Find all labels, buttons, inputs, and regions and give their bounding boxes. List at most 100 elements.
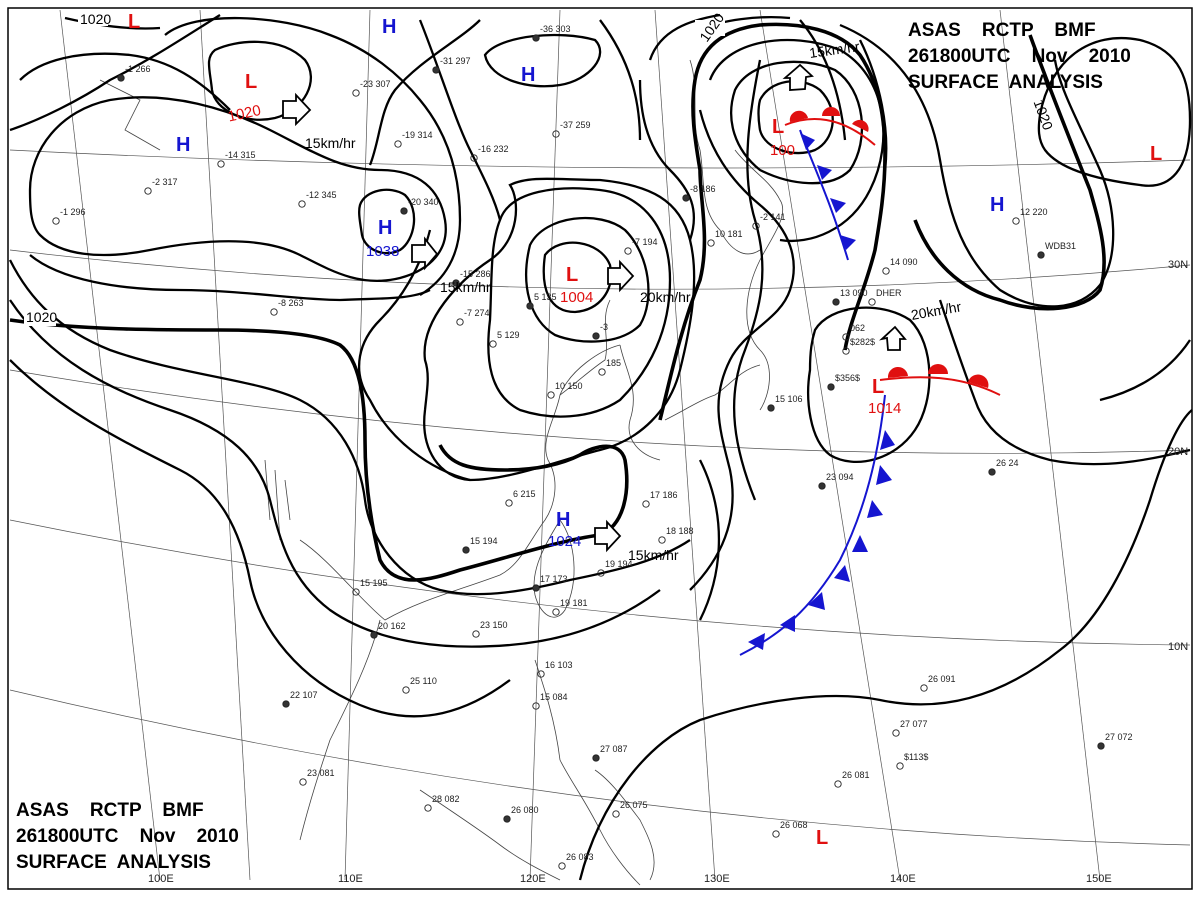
station-observation: -20 340 <box>408 197 439 207</box>
low-center-marker: L <box>128 11 140 33</box>
lon-label-130e: 130E <box>704 873 730 885</box>
latitude-lines <box>9 149 1191 846</box>
station-circle <box>818 482 826 490</box>
station-observation: 15 084 <box>540 692 568 702</box>
lon-label-110e: 110E <box>338 873 363 885</box>
station-observation: 26 080 <box>511 805 539 815</box>
station-observation: -7 194 <box>632 237 658 247</box>
motion-labels: 15km/hr 15km/hr 20km/hr 15km/hr 20km/hr … <box>305 38 963 563</box>
pressure-centers: L L 1020 H H H H 1038 L 1004 L 100 H L L… <box>128 11 1162 849</box>
station-observation: 27 077 <box>900 719 928 729</box>
station-observation: 17 186 <box>650 490 678 500</box>
arrow-ne <box>782 63 814 91</box>
high-center-value: 1038 <box>366 243 399 260</box>
station-circle <box>892 729 900 737</box>
station-observation: 5 129 <box>497 330 520 340</box>
station-circle <box>642 500 650 508</box>
station-circle <box>988 468 996 476</box>
station-observation: -8 263 <box>278 298 304 308</box>
arrow-east-1 <box>282 92 312 127</box>
station-circle <box>558 862 566 870</box>
lat-label-30n: 30N <box>1168 259 1188 271</box>
station-circle <box>532 34 540 42</box>
station-circle <box>597 569 605 577</box>
low-center-marker: L <box>816 827 828 849</box>
motion-speed-label: 20km/hr <box>640 289 691 305</box>
station-observation: 17 173 <box>540 574 568 584</box>
station-observation: -31 297 <box>440 56 471 66</box>
station-observation: 26 068 <box>780 820 808 830</box>
station-observation: 23 081 <box>307 768 335 778</box>
station-observation: 12 220 <box>1020 207 1048 217</box>
station-observation: 15 195 <box>360 578 388 588</box>
lat-20 <box>9 369 1191 454</box>
station-observation: 28 082 <box>432 794 460 804</box>
header-title: SURFACE ANALYSIS <box>908 72 1103 93</box>
header-product: ASAS RCTP BMF <box>908 20 1096 41</box>
station-observation: $356$ <box>835 373 860 383</box>
station-observation: 26 081 <box>842 770 870 780</box>
low-center-value: 1004 <box>560 289 593 306</box>
station-circle <box>592 332 600 340</box>
high-center-marker: H <box>176 134 190 156</box>
station-symbols <box>52 34 1105 870</box>
isobars <box>8 13 1193 881</box>
station-observation: 6 215 <box>513 489 536 499</box>
lat-labels: 30N 20N 10N <box>1168 259 1188 653</box>
station-circle <box>920 684 928 692</box>
station-circle <box>842 347 850 355</box>
station-circle <box>217 160 225 168</box>
low-center-marker: L <box>245 71 257 93</box>
station-circle <box>842 333 850 341</box>
station-circle <box>552 608 560 616</box>
fronts <box>739 107 1001 656</box>
station-observation: WDB31 <box>1045 241 1076 251</box>
station-circle <box>592 754 600 762</box>
station-observation: -1 266 <box>125 64 151 74</box>
low-center-value: 1020 <box>226 102 262 126</box>
station-observation: 185 <box>606 358 621 368</box>
station-circle <box>452 279 460 287</box>
motion-speed-label: 20km/hr <box>910 298 963 323</box>
map-border <box>7 7 1193 890</box>
high-center-marker: H <box>382 16 396 38</box>
header-bottom-left: ASAS RCTP BMF 261800UTC Nov 2010 SURFACE… <box>16 798 239 876</box>
station-observation: 27 072 <box>1105 732 1133 742</box>
station-circle <box>402 686 410 694</box>
isobar-label: 1020 <box>26 309 57 325</box>
station-circle <box>834 780 842 788</box>
station-observation: -14 315 <box>225 150 256 160</box>
arrow-north <box>879 325 907 351</box>
station-circle <box>1097 742 1105 750</box>
station-observation: 23 150 <box>480 620 508 630</box>
station-observation: -15 286 <box>460 269 491 279</box>
station-circle <box>868 298 876 306</box>
station-observation: 13 090 <box>840 288 868 298</box>
station-observation: 18 188 <box>666 526 694 536</box>
station-observation: 26 075 <box>620 800 648 810</box>
station-observation: -19 314 <box>402 130 433 140</box>
low-center-value: 100 <box>770 142 795 159</box>
station-circle <box>827 383 835 391</box>
high-center-marker: H <box>556 509 570 531</box>
station-circle <box>144 187 152 195</box>
high-center-marker: H <box>378 217 392 239</box>
station-circle <box>424 804 432 812</box>
station-circle <box>503 815 511 823</box>
header-time: 261800UTC Nov 2010 <box>908 46 1131 67</box>
isobar-label: 1020 <box>1031 97 1057 132</box>
station-observation: -12 345 <box>306 190 337 200</box>
station-observation: -37 259 <box>560 120 591 130</box>
cold-front-south <box>739 394 886 656</box>
motion-speed-label: 15km/hr <box>808 38 861 61</box>
station-circle <box>767 404 775 412</box>
low-center-marker: L <box>772 116 784 138</box>
isobar-labels: 1020 1020 1020 1020 <box>24 10 1056 326</box>
station-observation: -2 141 <box>760 212 786 222</box>
arrow-east-3 <box>607 259 635 293</box>
station-observation: 19 181 <box>560 598 588 608</box>
station-observation: 15 106 <box>775 394 803 404</box>
lat-label-10n: 10N <box>1168 641 1188 653</box>
station-observation: -2 317 <box>152 177 178 187</box>
